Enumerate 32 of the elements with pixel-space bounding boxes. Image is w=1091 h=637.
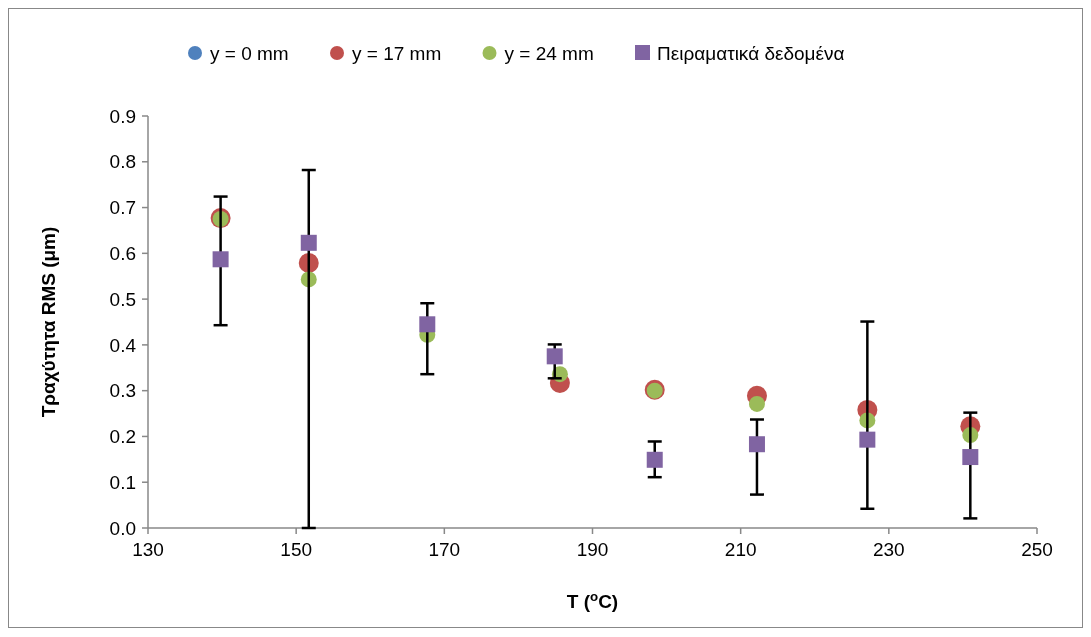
x-tick-label: 190 (576, 539, 609, 560)
y-tick-label: 0.8 (109, 151, 136, 173)
y-tick-label: 0.6 (109, 242, 136, 264)
y-tick-label: 0.2 (109, 426, 136, 448)
point (646, 451, 663, 468)
point (748, 395, 765, 412)
y-tick-label: 0.5 (109, 288, 136, 310)
x-tick-label: 210 (724, 539, 757, 560)
legend-label: Πειραματικά δεδομένα (657, 42, 845, 64)
point (419, 316, 436, 333)
y-tick-label: 0.9 (109, 105, 136, 127)
point (300, 234, 317, 251)
y-tick-label: 0.7 (109, 197, 136, 219)
y-axis-title: Τραχύτητα RMS (μm) (38, 226, 59, 418)
legend-label: y = 24 mm (504, 42, 594, 64)
y-tick-label: 0.3 (109, 380, 136, 402)
point (212, 251, 229, 268)
x-tick-label: 150 (280, 539, 313, 560)
y-tick-label: 0.1 (109, 471, 136, 493)
point (859, 431, 876, 448)
x-axis-title: T ($^{o}$C) (566, 588, 619, 612)
x-tick-label: 250 (1021, 539, 1053, 560)
point (546, 348, 563, 365)
x-tick-label: 170 (428, 539, 461, 560)
x-tick-label: 230 (872, 539, 905, 560)
point (748, 436, 765, 453)
x-tick-label: 130 (132, 539, 164, 560)
y-tick-label: 0.0 (109, 517, 136, 539)
legend-label: y = 0 mm (210, 42, 289, 64)
y-tick-label: 0.4 (109, 334, 137, 356)
point (962, 449, 979, 466)
legend-label: y = 17 mm (352, 42, 442, 64)
